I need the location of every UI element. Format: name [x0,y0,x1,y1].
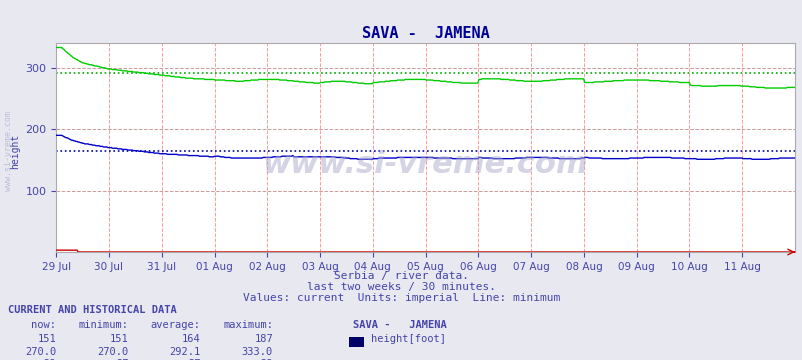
Text: 187: 187 [254,334,273,344]
Text: height[foot]: height[foot] [371,334,445,344]
Text: 333.0: 333.0 [241,347,273,357]
Text: 28: 28 [260,359,273,360]
Text: 28: 28 [43,359,56,360]
Text: www.si-vreme.com: www.si-vreme.com [262,150,588,179]
Text: minimum:: minimum: [79,320,128,330]
Text: SAVA -   JAMENA: SAVA - JAMENA [353,320,447,330]
Text: maximum:: maximum: [223,320,273,330]
Text: 270.0: 270.0 [97,347,128,357]
Text: last two weeks / 30 minutes.: last two weeks / 30 minutes. [306,282,496,292]
Text: 151: 151 [38,334,56,344]
Title: SAVA -  JAMENA: SAVA - JAMENA [361,26,489,41]
Text: 27: 27 [115,359,128,360]
Text: 151: 151 [110,334,128,344]
Text: Serbia / river data.: Serbia / river data. [334,271,468,281]
Text: now:: now: [31,320,56,330]
Text: average:: average: [151,320,200,330]
Text: 27: 27 [188,359,200,360]
Text: 292.1: 292.1 [169,347,200,357]
Text: 164: 164 [182,334,200,344]
Text: Values: current  Units: imperial  Line: minimum: Values: current Units: imperial Line: mi… [242,293,560,303]
Text: CURRENT AND HISTORICAL DATA: CURRENT AND HISTORICAL DATA [8,305,176,315]
Text: www.si-vreme.com: www.si-vreme.com [4,111,13,191]
Text: height: height [10,134,19,169]
Text: 270.0: 270.0 [25,347,56,357]
